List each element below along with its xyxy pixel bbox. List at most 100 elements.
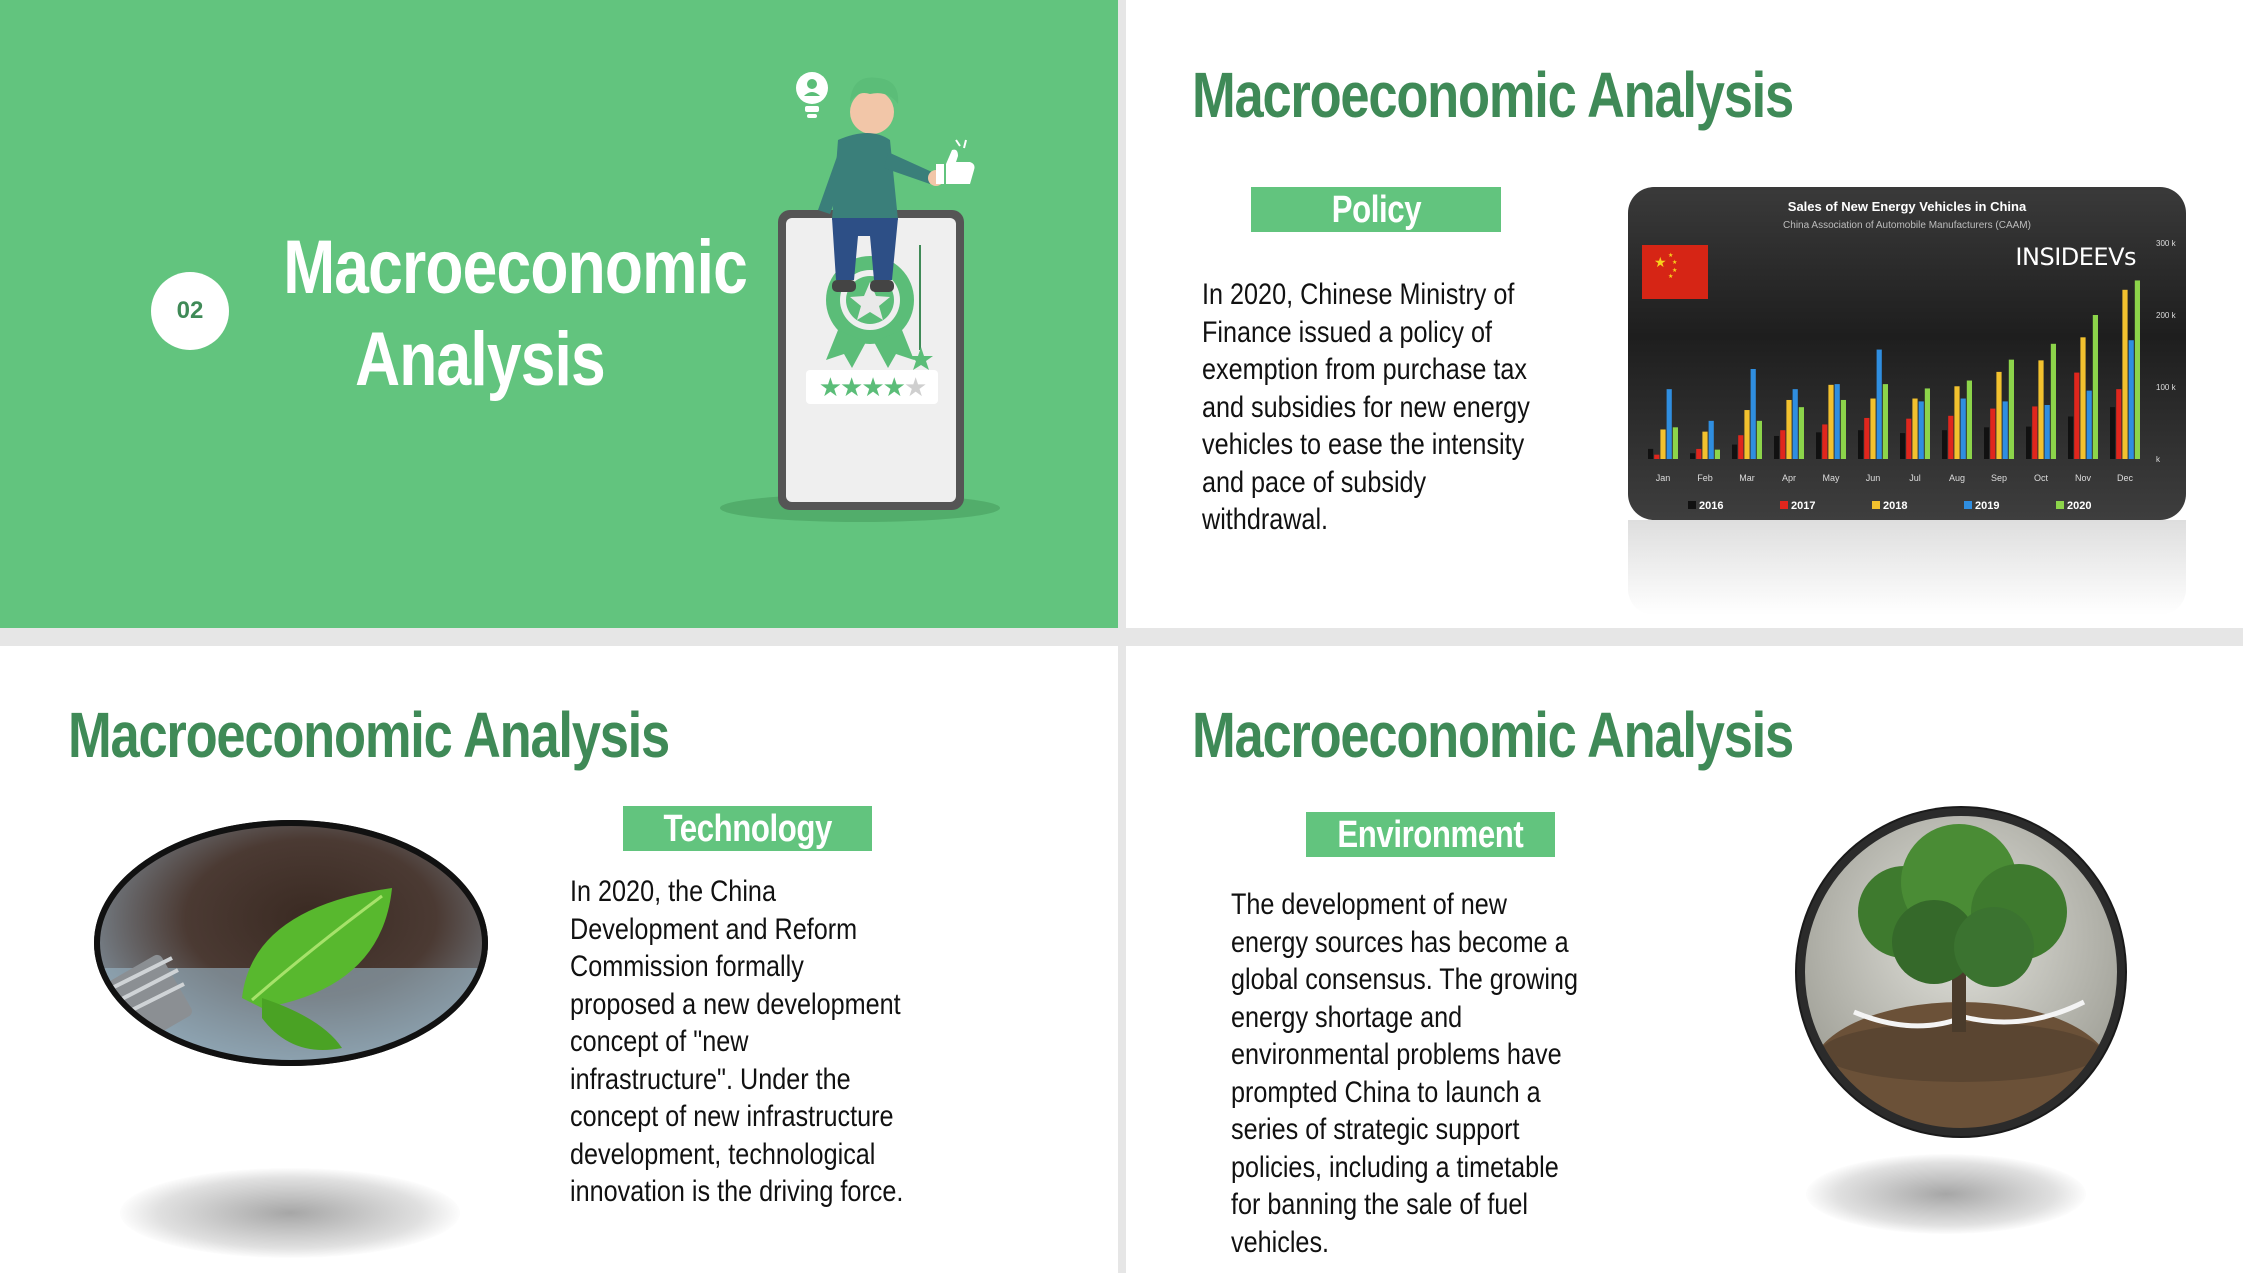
bar-2020-Jul bbox=[1924, 388, 1930, 459]
nev-sales-chart: Sales of New Energy Vehicles in China Ch… bbox=[1628, 187, 2186, 520]
bar-2018-Sep bbox=[1996, 371, 2002, 459]
bar-2016-Jun bbox=[1858, 430, 1864, 459]
china-flag-icon: ★ ★ ★ ★ ★ bbox=[1642, 245, 1708, 299]
bar-2019-Apr bbox=[1792, 389, 1798, 459]
person-on-phone-illustration: ★★★★★ bbox=[720, 72, 1000, 522]
bar-2020-Oct bbox=[2050, 343, 2056, 459]
bar-2020-Feb bbox=[1714, 449, 1720, 459]
bar-2018-Oct bbox=[2038, 360, 2044, 459]
bar-2018-Jan bbox=[1660, 429, 1666, 459]
bar-2020-Dec bbox=[2134, 280, 2140, 459]
chart-reflection bbox=[1628, 520, 2186, 615]
legend-swatch-2020 bbox=[2056, 501, 2064, 509]
bar-2017-Aug bbox=[1948, 415, 1954, 459]
bar-2020-Apr bbox=[1798, 407, 1804, 459]
svg-text:★★★★★: ★★★★★ bbox=[819, 373, 926, 403]
slide-technology[interactable]: Macroeconomic Analysis bbox=[0, 646, 1118, 1273]
svg-text:★: ★ bbox=[1654, 255, 1667, 271]
legend-swatch-2016 bbox=[1688, 501, 1696, 509]
bar-2017-Jun bbox=[1864, 417, 1870, 459]
bar-2017-Feb bbox=[1696, 448, 1702, 459]
bar-2017-Mar bbox=[1738, 435, 1744, 459]
y-tick-1: 200 k bbox=[2156, 311, 2177, 320]
x-tick-Jul: Jul bbox=[1909, 473, 1921, 483]
thumbs-up-icon bbox=[936, 139, 975, 184]
legend-label-2017: 2017 bbox=[1791, 500, 1815, 512]
slide-environment[interactable]: Macroeconomic Analysis Environment The d… bbox=[1126, 646, 2243, 1273]
tree-on-soil-image bbox=[1795, 806, 2127, 1138]
lightbulb-user-icon bbox=[796, 72, 828, 118]
bar-2017-Jul bbox=[1906, 418, 1912, 459]
bar-2020-Aug bbox=[1966, 380, 1972, 459]
bar-2019-Mar bbox=[1750, 369, 1756, 459]
bar-2020-May bbox=[1840, 399, 1846, 459]
y-tick-0: 300 k bbox=[2156, 239, 2177, 248]
bar-2019-Dec bbox=[2128, 340, 2134, 459]
bar-2016-Nov bbox=[2068, 416, 2074, 459]
policy-body-text: In 2020, Chinese Ministry of Finance iss… bbox=[1202, 278, 1530, 536]
x-tick-Jan: Jan bbox=[1656, 473, 1671, 483]
svg-text:★: ★ bbox=[1668, 273, 1673, 280]
x-tick-Sep: Sep bbox=[1991, 473, 2007, 483]
bar-2020-Sep bbox=[2008, 359, 2014, 459]
bar-2016-May bbox=[1816, 432, 1822, 459]
slide-section-cover[interactable]: 02 Macroeconomic Analysis ★★★★★ bbox=[0, 0, 1118, 628]
bar-2017-Oct bbox=[2032, 406, 2038, 459]
image-shadow bbox=[120, 1168, 460, 1258]
bar-2016-Dec bbox=[2110, 407, 2116, 459]
bar-2017-May bbox=[1822, 424, 1828, 459]
section-title-line1: Macroeconomic bbox=[283, 225, 748, 310]
bar-2016-Feb bbox=[1690, 453, 1696, 459]
bar-2017-Sep bbox=[1990, 408, 1996, 459]
y-tick-3: k bbox=[2156, 455, 2161, 464]
bar-2019-Nov bbox=[2086, 390, 2092, 459]
image-shadow bbox=[1806, 1154, 2086, 1234]
environment-tag: Environment bbox=[1306, 812, 1555, 857]
bar-2019-May bbox=[1834, 384, 1840, 459]
bar-2019-Jan bbox=[1666, 389, 1672, 459]
bar-2019-Jul bbox=[1918, 401, 1924, 459]
bar-2016-Oct bbox=[2026, 426, 2032, 459]
slide-title: Macroeconomic Analysis bbox=[68, 699, 670, 771]
legend-label-2019: 2019 bbox=[1975, 500, 1999, 512]
x-tick-Nov: Nov bbox=[2075, 473, 2092, 483]
chart-title: Sales of New Energy Vehicles in China bbox=[1788, 199, 2027, 214]
x-tick-Aug: Aug bbox=[1949, 473, 1965, 483]
bar-2020-Mar bbox=[1756, 420, 1762, 459]
bar-2019-Sep bbox=[2002, 401, 2008, 459]
svg-text:★: ★ bbox=[1672, 259, 1677, 266]
bar-2018-May bbox=[1828, 384, 1834, 459]
bar-2018-Mar bbox=[1744, 410, 1750, 459]
bar-2018-Apr bbox=[1786, 399, 1792, 459]
legend-label-2018: 2018 bbox=[1883, 500, 1907, 512]
x-tick-Dec: Dec bbox=[2117, 473, 2134, 483]
bar-2017-Apr bbox=[1780, 430, 1786, 459]
bar-2018-Jul bbox=[1912, 398, 1918, 459]
bar-2017-Dec bbox=[2116, 389, 2122, 459]
bar-2017-Nov bbox=[2074, 372, 2080, 459]
technology-body-text: In 2020, the China Development and Refor… bbox=[570, 875, 904, 1208]
x-tick-Jun: Jun bbox=[1866, 473, 1881, 483]
bar-2019-Aug bbox=[1960, 398, 1966, 459]
leaf-in-lightbulb-image bbox=[94, 820, 488, 1066]
bar-2018-Dec bbox=[2122, 289, 2128, 459]
slide-policy[interactable]: Macroeconomic Analysis Policy In 2020, C… bbox=[1126, 0, 2243, 628]
policy-tag: Policy bbox=[1251, 187, 1501, 232]
bar-2019-Oct bbox=[2044, 405, 2050, 459]
legend-swatch-2018 bbox=[1872, 501, 1880, 509]
bar-2016-Jul bbox=[1900, 433, 1906, 459]
bar-2017-Jan bbox=[1654, 454, 1660, 459]
bar-2018-Feb bbox=[1702, 431, 1708, 459]
x-tick-Mar: Mar bbox=[1739, 473, 1755, 483]
nev-sales-chart-svg: Sales of New Energy Vehicles in China Ch… bbox=[1642, 199, 2177, 512]
x-tick-May: May bbox=[1822, 473, 1840, 483]
bar-2020-Nov bbox=[2092, 315, 2098, 459]
bar-2018-Aug bbox=[1954, 386, 1960, 459]
svg-text:★: ★ bbox=[1672, 267, 1677, 274]
x-tick-Apr: Apr bbox=[1782, 473, 1796, 483]
slide-title: Macroeconomic Analysis bbox=[1192, 699, 1794, 771]
bar-2019-Feb bbox=[1708, 420, 1714, 459]
bar-2016-Apr bbox=[1774, 435, 1780, 459]
bar-2020-Jan bbox=[1672, 427, 1678, 459]
section-number-badge: 02 bbox=[151, 272, 229, 350]
